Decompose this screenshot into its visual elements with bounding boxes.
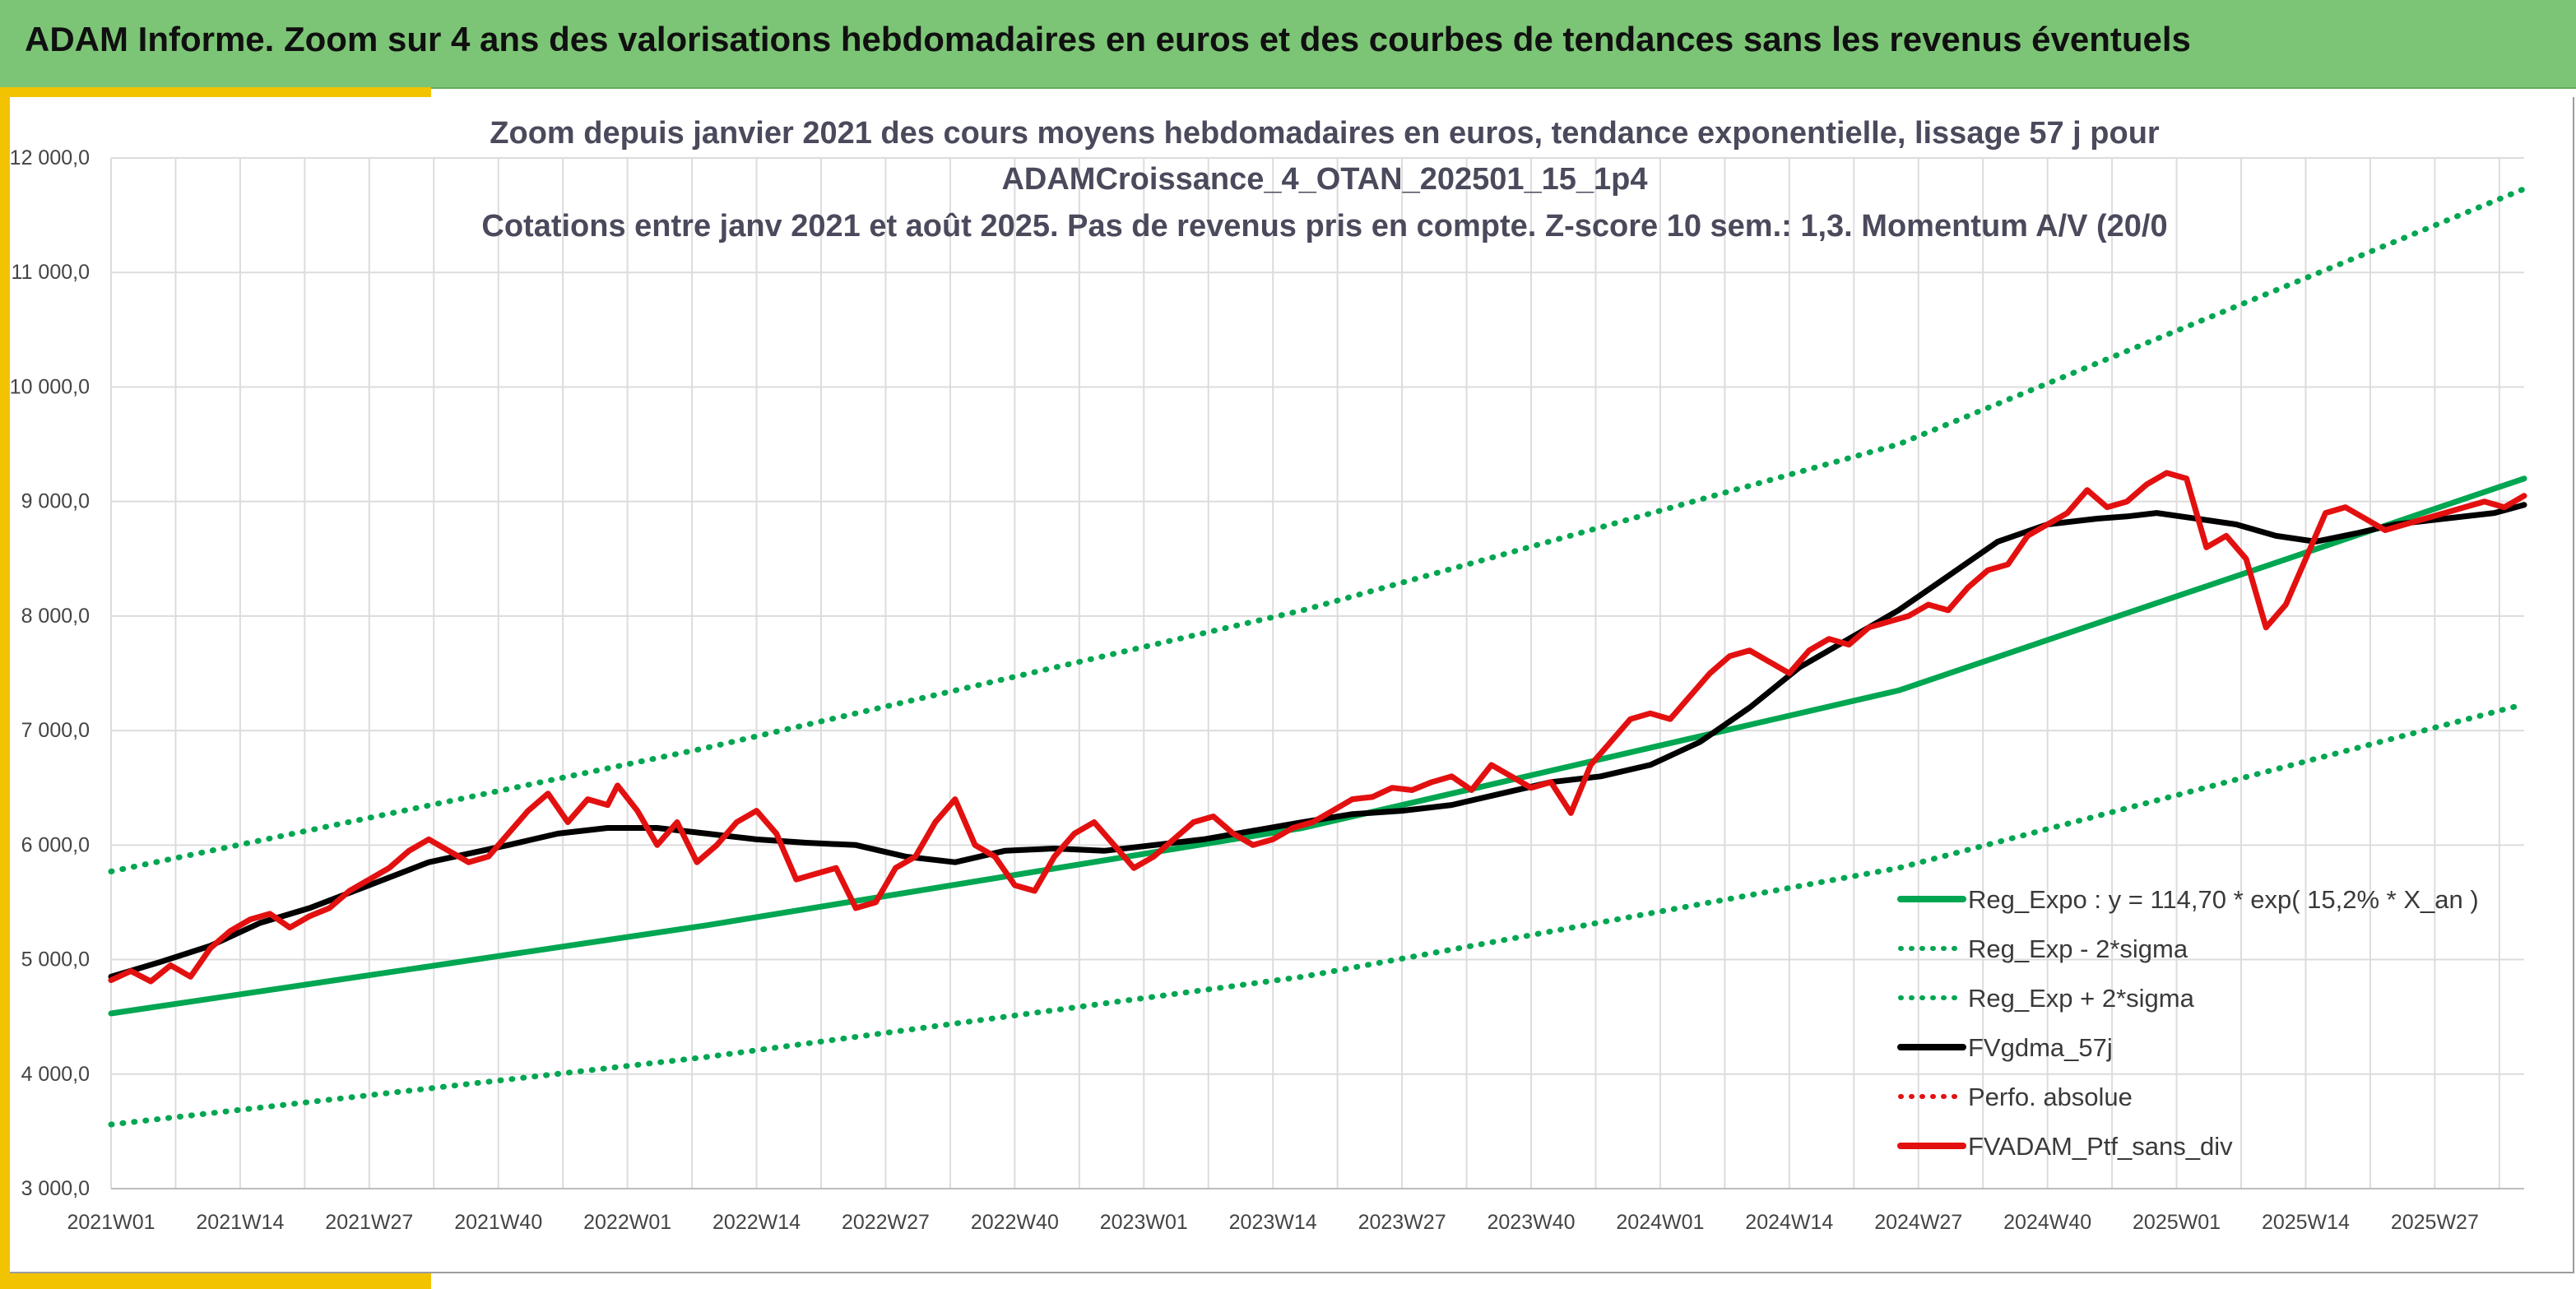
legend-label: FVgdma_57j [1968, 1033, 2113, 1062]
x-tick-label: 2024W27 [1874, 1211, 1962, 1234]
y-tick-label: 4 000,0 [21, 1063, 90, 1086]
y-tick-label: 12 000,0 [10, 146, 90, 169]
accent-bar-bottom [0, 1273, 431, 1289]
x-tick-label: 2022W14 [712, 1211, 801, 1234]
x-tick-label: 2025W27 [2391, 1211, 2479, 1234]
grid-lines [110, 157, 2524, 1189]
y-tick-label: 3 000,0 [21, 1177, 90, 1200]
x-tick-label: 2022W01 [583, 1211, 671, 1234]
series-layer [108, 186, 2527, 1128]
header-bar: ADAM Informe. Zoom sur 4 ans des valoris… [0, 0, 2576, 89]
legend-label: Reg_Exp + 2*sigma [1968, 984, 2195, 1013]
chart-title-line-1: Zoom depuis janvier 2021 des cours moyen… [490, 116, 2160, 151]
accent-bar-top [0, 87, 431, 97]
legend-label: Reg_Exp - 2*sigma [1968, 934, 2188, 963]
y-tick-label: 8 000,0 [21, 605, 90, 628]
chart-title-line-2: ADAMCroissance_4_OTAN_202501_15_1p4 [1001, 162, 1647, 197]
x-tick-label: 2021W27 [325, 1211, 413, 1234]
x-tick-label: 2022W40 [971, 1211, 1059, 1234]
y-tick-label: 7 000,0 [21, 719, 90, 742]
chart-title-line-3: Cotations entre janv 2021 et août 2025. … [481, 209, 2167, 243]
x-tick-label: 2022W27 [842, 1211, 930, 1234]
y-tick-label: 6 000,0 [21, 833, 90, 856]
x-tick-label: 2025W01 [2133, 1211, 2221, 1234]
page-title: ADAM Informe. Zoom sur 4 ans des valoris… [25, 20, 2191, 58]
x-tick-label: 2024W40 [2003, 1211, 2091, 1234]
x-tick-label: 2023W01 [1100, 1211, 1188, 1234]
x-axis-ticks: 2021W01 2021W14 2021W27 2021W40 2022W01 2022W… [67, 1211, 2478, 1234]
upper-band-line [108, 186, 2527, 874]
chart-title: Zoom depuis janvier 2021 des cours moyen… [481, 116, 2167, 243]
lower-band-line [108, 701, 2527, 1128]
x-tick-label: 2024W01 [1616, 1211, 1704, 1234]
y-tick-label: 11 000,0 [12, 261, 90, 284]
trend-line [108, 475, 2527, 1017]
legend-label: FVADAM_Ptf_sans_div [1968, 1132, 2233, 1161]
chart-frame [10, 97, 2574, 1273]
y-tick-label: 9 000,0 [21, 490, 90, 513]
legend-label: Perfo. absolue [1968, 1083, 2133, 1111]
x-tick-label: 2023W40 [1487, 1211, 1575, 1234]
y-tick-label: 10 000,0 [10, 375, 90, 398]
x-tick-label: 2021W40 [454, 1211, 542, 1234]
accent-bar-left [0, 87, 10, 1280]
portfolio-value-line [108, 470, 2527, 985]
x-tick-label: 2025W14 [2262, 1211, 2350, 1234]
legend-label: Reg_Expo : y = 114,70 * exp( 15,2% * X_a… [1968, 885, 2479, 914]
x-tick-label: 2021W14 [196, 1211, 284, 1234]
x-tick-label: 2023W27 [1358, 1211, 1446, 1234]
y-tick-label: 5 000,0 [21, 948, 90, 971]
x-tick-label: 2023W14 [1229, 1211, 1317, 1234]
y-axis-ticks: 3 000,0 4 000,0 5 000,0 6 000,0 7 000,0 8 000… [10, 146, 90, 1200]
legend: Reg_Expo : y = 114,70 * exp( 15,2% * X_a… [1897, 885, 2479, 1161]
x-tick-label: 2021W01 [67, 1211, 155, 1234]
x-tick-label: 2024W14 [1745, 1211, 1833, 1234]
